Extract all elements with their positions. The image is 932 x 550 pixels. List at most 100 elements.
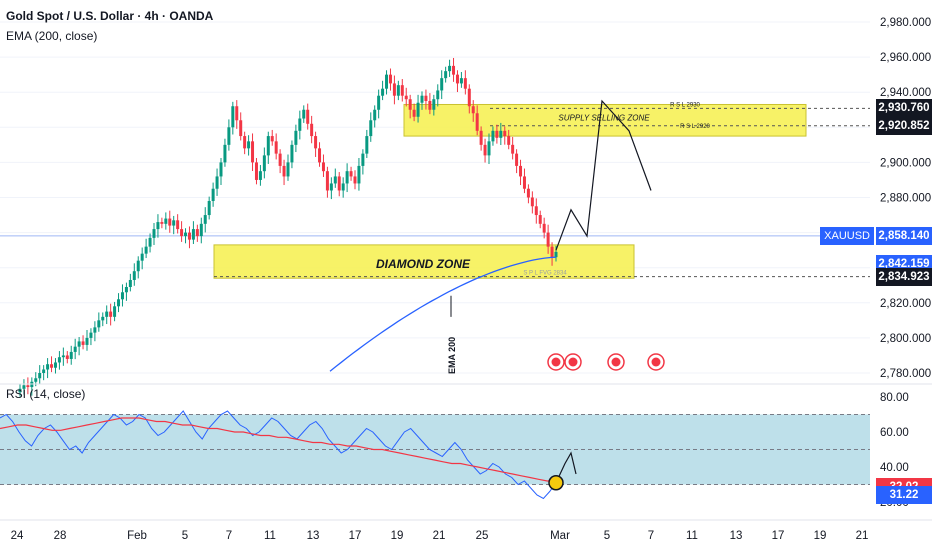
candle-body [34, 378, 38, 382]
candle-body [310, 123, 314, 137]
candle-body [26, 385, 30, 388]
candle-body [416, 102, 420, 117]
rsi-tick-label: 80.00 [880, 392, 909, 404]
candle-body [396, 85, 400, 96]
price-label: 2,834.923 [876, 267, 932, 286]
candle-body [61, 355, 65, 358]
candle-body [467, 88, 471, 107]
time-tick-label: 19 [391, 530, 404, 542]
candle-body [164, 218, 168, 224]
ema-200-label: EMA 200 [447, 337, 457, 374]
time-tick-label: 13 [730, 530, 743, 542]
time-tick-label: 7 [226, 530, 232, 542]
candle-body [503, 130, 507, 137]
candle-body [534, 206, 538, 216]
candle-body [522, 176, 526, 189]
candle-body [278, 153, 282, 166]
time-tick-label: 28 [54, 530, 67, 542]
time-tick-label: 17 [349, 530, 362, 542]
candle-body [211, 188, 215, 202]
candle-body [377, 95, 381, 110]
candle-body [483, 144, 487, 156]
candle-body [109, 311, 113, 317]
candle-body [101, 316, 105, 321]
candle-body [357, 165, 361, 184]
diamond-zone [213, 244, 635, 279]
ema-200-line [329, 256, 557, 372]
rsi-line [0, 410, 557, 500]
candle-body [471, 106, 475, 114]
candle-body [85, 337, 89, 345]
time-tick-label: 5 [604, 530, 610, 542]
price-tick-label: 2,780.000 [880, 368, 931, 380]
time-tick-label: 21 [856, 530, 869, 542]
candle-body [392, 83, 396, 96]
rsl-2920-label: R S L 2920 [680, 124, 710, 130]
candle-body [538, 215, 542, 224]
candle-body [385, 74, 389, 89]
candle-body [373, 109, 377, 121]
candle-body [325, 171, 329, 191]
price-tick-label: 2,800.000 [880, 333, 931, 345]
candle-body [440, 78, 444, 91]
event-icon-us-flag-dot [651, 357, 661, 367]
candle-body [22, 385, 26, 389]
candle-body [349, 171, 353, 177]
candle-body [247, 141, 251, 149]
symbol-label: XAUUSD [820, 226, 874, 245]
time-tick-label: 11 [264, 530, 276, 542]
price-label: 2,858.140 [876, 226, 932, 245]
candle-body [530, 197, 534, 207]
price-tick-label: 2,900.000 [880, 157, 931, 169]
candle-body [266, 136, 270, 156]
candle-body [318, 148, 322, 163]
candle-body [491, 130, 495, 142]
time-tick-label: 13 [307, 530, 320, 542]
candle-body [475, 113, 479, 131]
ema-legend: EMA (200, close) [6, 29, 98, 43]
candle-body [105, 311, 109, 317]
candle-body [223, 144, 227, 163]
candle-body [294, 130, 298, 145]
candle-body [298, 118, 302, 131]
candle-body [219, 162, 223, 177]
candle-body [254, 162, 258, 180]
candle-body [420, 95, 424, 103]
candle-body [314, 136, 318, 149]
time-tick-label: 5 [182, 530, 188, 542]
rsl-2930-label: R S L 2930 [670, 102, 700, 108]
candle-body [243, 136, 247, 149]
rsi-tick-label: 40.00 [880, 462, 909, 474]
candle-body [306, 109, 310, 124]
candle-body [42, 369, 46, 373]
candle-body [120, 292, 124, 300]
candle-body [69, 351, 73, 359]
candle-body [215, 176, 219, 189]
time-tick-label: 17 [772, 530, 785, 542]
candle-body [156, 222, 160, 230]
candle-body [448, 65, 452, 72]
candle-body [124, 287, 128, 293]
event-icon-us-flag-dot [568, 357, 578, 367]
supply-zone-label: SUPPLY SELLING ZONE [558, 113, 650, 122]
diamond-zone-label: DIAMOND ZONE [376, 257, 471, 271]
fvg-label: S P L FVG 2834 [523, 271, 567, 277]
rsi-legend: RSI (14, close) [6, 387, 86, 401]
candle-body [337, 176, 341, 191]
candle-body [333, 176, 337, 184]
candle-body [511, 144, 515, 154]
candle-body [113, 306, 117, 317]
time-tick-label: Mar [550, 530, 570, 542]
price-label: 2,920.852 [876, 116, 932, 135]
price-tick-label: 2,880.000 [880, 193, 931, 205]
candle-body [408, 99, 412, 110]
candle-body [388, 74, 392, 84]
candle-body [270, 136, 274, 142]
candle-body [479, 130, 483, 145]
candle-body [136, 260, 140, 272]
candle-body [554, 251, 558, 258]
candle-body [463, 78, 467, 89]
candle-body [235, 106, 239, 121]
candle-body [290, 144, 294, 163]
